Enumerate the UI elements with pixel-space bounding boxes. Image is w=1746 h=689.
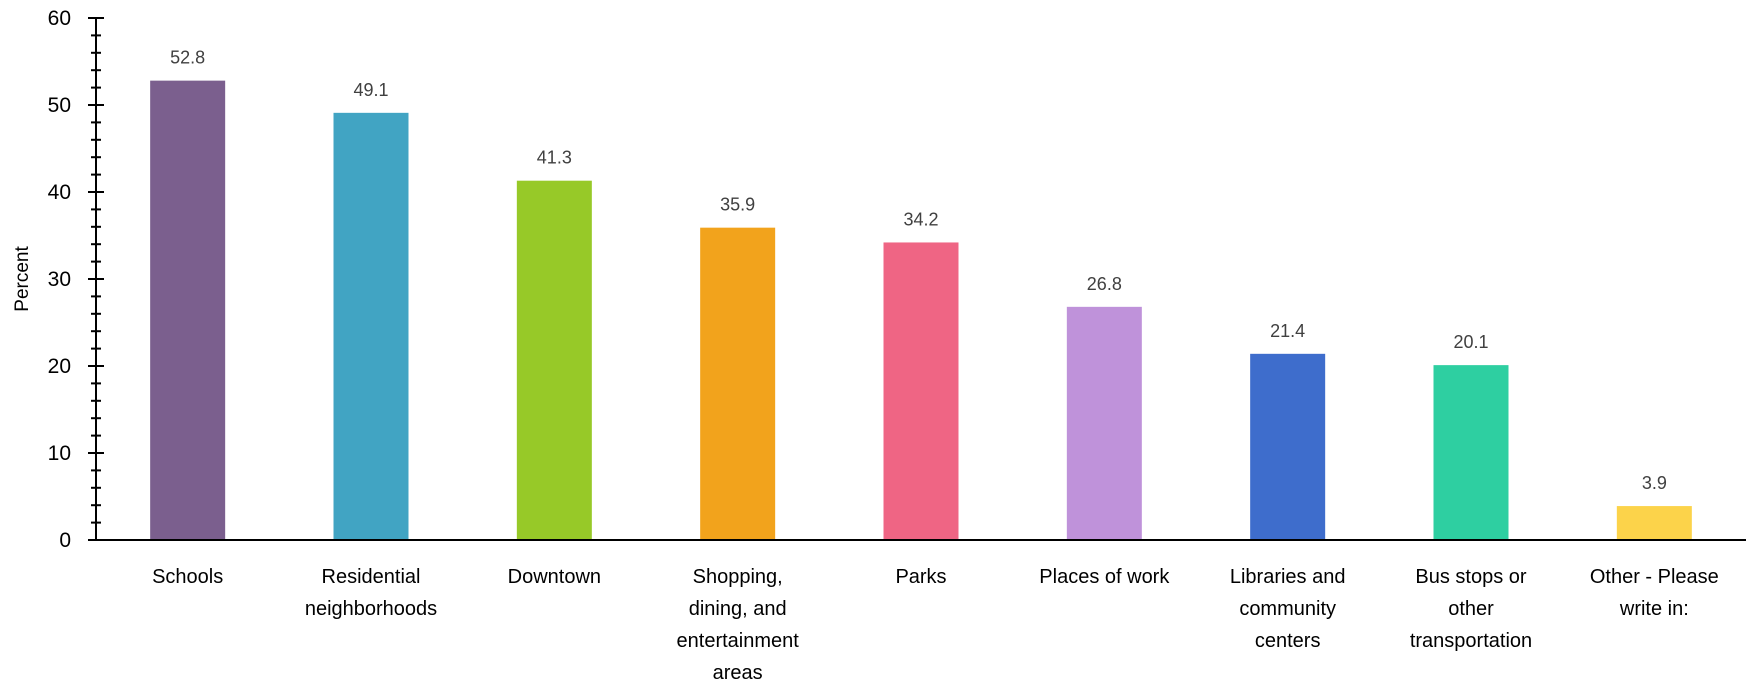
y-tick-label: 0	[59, 529, 71, 552]
data-label: 34.2	[903, 209, 938, 229]
category-label-line: Schools	[152, 566, 223, 588]
data-label: 35.9	[720, 195, 755, 215]
data-label: 20.1	[1453, 332, 1488, 352]
bar	[333, 112, 409, 540]
y-tick-label: 40	[48, 181, 71, 204]
y-axis-title: Percent	[12, 246, 33, 312]
y-tick-label: 20	[48, 355, 71, 378]
y-axis-title-group: Percent	[12, 246, 33, 312]
category-label: Residential neighborhoods	[305, 566, 437, 620]
category-label-line: entertainment	[677, 630, 800, 652]
category-label-line: Parks	[895, 566, 946, 588]
category-label: Shopping, dining, and entertainment areas	[677, 566, 800, 684]
category-label-line: Residential	[322, 566, 421, 588]
category-label: Places of work	[1039, 566, 1170, 588]
category-label-line: Shopping,	[693, 566, 783, 588]
category-label: Schools	[152, 566, 223, 588]
category-label-line: neighborhoods	[305, 598, 437, 620]
category-label-line: Libraries and	[1230, 566, 1346, 588]
data-labels: 52.8 49.1 41.3 35.9 34.2 26.8 21.4 20.1 3.9	[170, 48, 1667, 493]
category-labels: Schools Residential neighborhoods Downtown S…	[152, 566, 1719, 684]
category-label-line: community	[1239, 598, 1336, 620]
category-label: Bus stops or other transportation	[1410, 566, 1532, 652]
category-label-line: Other - Please	[1590, 566, 1719, 588]
data-label: 3.9	[1642, 473, 1667, 493]
y-tick-label: 50	[48, 94, 71, 117]
category-label-line: other	[1448, 598, 1494, 620]
bar	[883, 242, 959, 540]
data-label: 26.8	[1087, 274, 1122, 294]
data-label: 52.8	[170, 48, 205, 68]
bar	[1616, 506, 1692, 540]
bar	[150, 80, 226, 540]
y-tick-label: 60	[48, 7, 71, 30]
bar	[1433, 365, 1509, 540]
category-label-line: Bus stops or	[1415, 566, 1527, 588]
bar	[1250, 353, 1326, 540]
category-label: Other - Please write in:	[1590, 566, 1719, 620]
data-label: 49.1	[353, 80, 388, 100]
category-label-line: Downtown	[508, 566, 601, 588]
y-tick-label: 30	[48, 268, 71, 291]
bar	[700, 227, 776, 541]
bars	[150, 80, 1692, 541]
category-label-line: Places of work	[1039, 566, 1170, 588]
category-label-line: dining, and	[689, 598, 787, 620]
data-label: 41.3	[537, 148, 572, 168]
category-label-line: centers	[1255, 630, 1321, 652]
bar	[516, 180, 592, 540]
category-label-line: transportation	[1410, 630, 1532, 652]
category-label: Libraries and community centers	[1230, 566, 1346, 652]
category-label-line: write in:	[1619, 598, 1689, 620]
category-label: Downtown	[508, 566, 601, 588]
category-label: Parks	[895, 566, 946, 588]
y-tick-label: 10	[48, 442, 71, 465]
bar	[1066, 306, 1142, 540]
data-label: 21.4	[1270, 321, 1305, 341]
category-label-line: areas	[713, 662, 763, 684]
